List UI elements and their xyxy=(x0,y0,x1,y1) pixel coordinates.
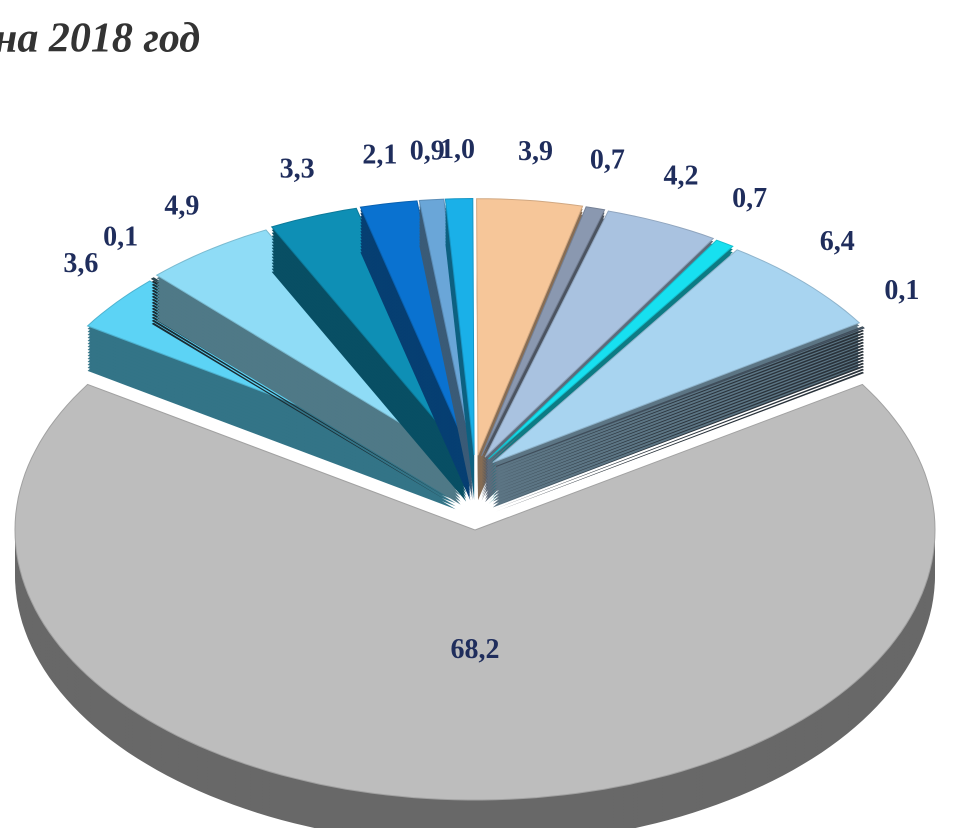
data-label: 68,2 xyxy=(451,634,500,665)
chart-title: на 2018 год xyxy=(0,16,200,62)
data-label: 3,9 xyxy=(518,136,553,167)
slice-side xyxy=(496,353,864,494)
slice-top xyxy=(476,198,584,456)
slice-side xyxy=(419,208,473,465)
data-label: 0,9 xyxy=(410,135,445,166)
data-label: 4,9 xyxy=(164,190,199,221)
slice-side xyxy=(151,319,458,505)
data-label: 0,7 xyxy=(590,145,625,176)
slice-side xyxy=(496,368,864,509)
slice-top xyxy=(495,326,865,467)
slice-side xyxy=(419,226,473,483)
slice-top xyxy=(359,200,471,456)
data-label: 3,6 xyxy=(63,248,98,279)
slice-side xyxy=(419,235,473,492)
slice-side xyxy=(419,223,473,480)
data-label: 6,4 xyxy=(820,226,855,257)
slice-side xyxy=(496,332,864,473)
slice-side xyxy=(419,211,473,468)
slice-side xyxy=(496,338,864,479)
data-label: 1,0 xyxy=(440,134,475,165)
slice xyxy=(444,197,475,500)
slice-side xyxy=(419,217,473,474)
slice-top xyxy=(492,249,861,463)
slice-side xyxy=(496,341,864,482)
slice-top xyxy=(488,239,734,460)
slice xyxy=(418,198,474,501)
slice-top xyxy=(481,206,606,457)
slice-top xyxy=(484,210,715,458)
pie xyxy=(14,197,936,828)
slice-side xyxy=(419,220,473,477)
slice-side xyxy=(419,232,473,489)
slice-side xyxy=(419,238,473,495)
slice-side xyxy=(496,350,864,491)
data-label: 0,1 xyxy=(103,221,138,252)
slice xyxy=(270,207,467,502)
slice-side xyxy=(419,244,473,501)
data-label: 0,1 xyxy=(884,275,919,306)
slice-side xyxy=(151,322,458,508)
slice xyxy=(495,326,865,512)
slice-side xyxy=(496,335,864,476)
slice-side xyxy=(496,329,864,470)
slice-side xyxy=(496,344,864,485)
slice xyxy=(359,200,471,501)
slice-side xyxy=(419,214,473,471)
data-label: 2,1 xyxy=(362,139,397,170)
slice-side xyxy=(496,371,864,512)
slice-side xyxy=(496,359,864,500)
slice-side xyxy=(496,356,864,497)
slice-side xyxy=(481,212,605,462)
slice-side xyxy=(419,241,473,498)
slice-side xyxy=(496,365,864,506)
slice-side xyxy=(496,362,864,503)
slice-side xyxy=(419,205,473,462)
data-label: 0,7 xyxy=(732,183,767,214)
slice xyxy=(14,383,936,828)
slice-side xyxy=(496,347,864,488)
data-label: 3,3 xyxy=(280,153,315,184)
slice-top xyxy=(270,207,467,457)
slice-top xyxy=(14,383,936,801)
slice-top xyxy=(444,197,475,456)
slice-side xyxy=(419,229,473,486)
slice xyxy=(155,229,461,505)
data-label: 4,2 xyxy=(663,160,698,191)
